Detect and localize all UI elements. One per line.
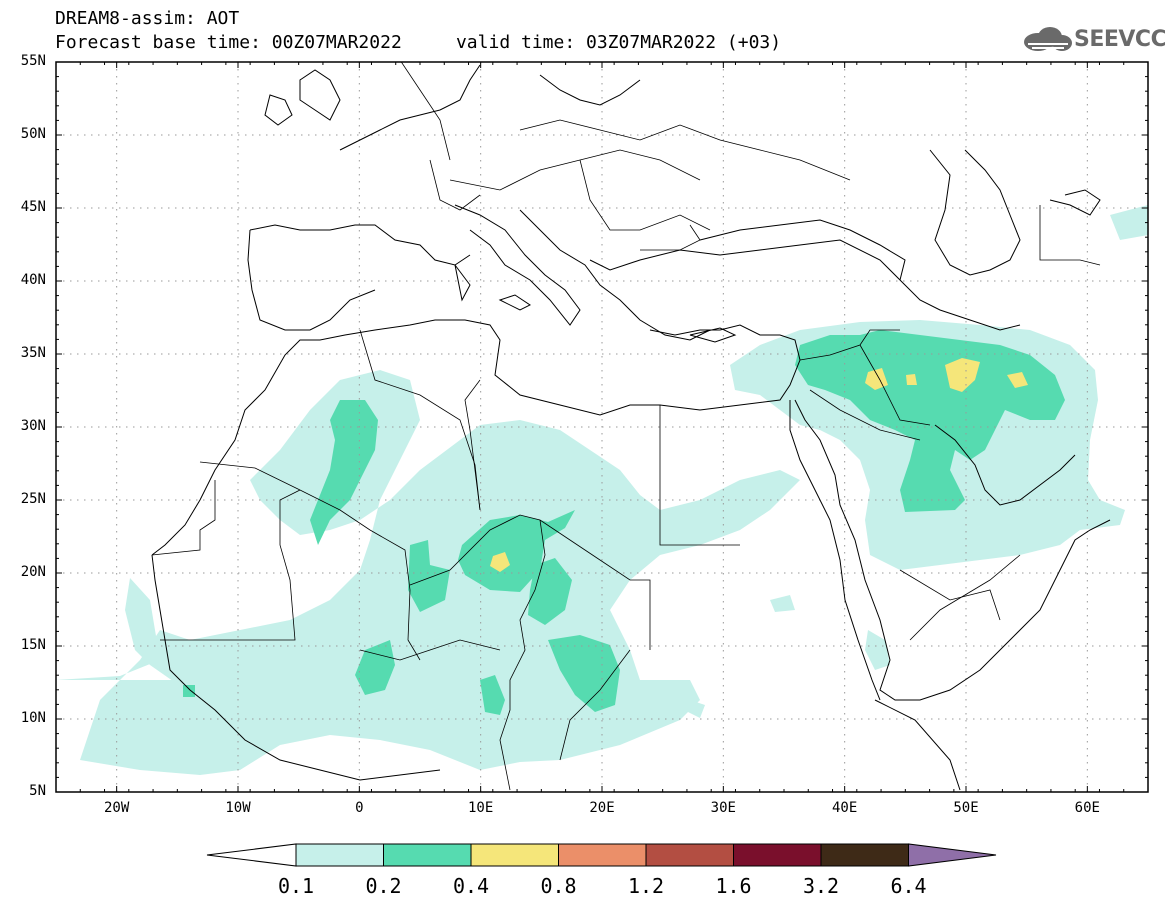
colorbar-label: 0.2	[365, 874, 402, 898]
lat-label: 5N	[29, 783, 46, 799]
lon-label: 20E	[589, 800, 615, 816]
lon-label: 50E	[953, 800, 979, 816]
colorbar-swatch	[645, 843, 734, 867]
colorbar-label: 6.4	[890, 874, 927, 898]
lat-label: 55N	[20, 53, 46, 69]
lon-label: 10E	[468, 800, 494, 816]
colorbar-swatch	[558, 843, 647, 867]
lat-label: 25N	[20, 491, 46, 507]
colorbar-low-arrow	[206, 843, 297, 867]
lat-label: 50N	[20, 126, 46, 142]
lon-label: 30E	[710, 800, 736, 816]
colorbar	[206, 843, 997, 867]
colorbar-label: 3.2	[802, 874, 840, 898]
cloud-icon	[1024, 27, 1072, 51]
lat-label: 15N	[20, 637, 46, 653]
grid-lines	[56, 62, 1148, 792]
colorbar-swatch	[470, 843, 559, 867]
logo-text: SEEVCCC	[1074, 27, 1165, 52]
country-borders	[151, 62, 1101, 791]
colorbar-label: 0.4	[452, 874, 490, 898]
lon-label: 10W	[225, 800, 251, 816]
aot-level-2-areas	[183, 330, 1065, 715]
lat-label: 35N	[20, 345, 46, 361]
lon-label: 60E	[1074, 800, 1100, 816]
lon-label: 40E	[832, 800, 858, 816]
lat-label: 45N	[20, 199, 46, 215]
map-title: DREAM8-assim: AOT	[55, 8, 240, 29]
colorbar-label: 1.6	[715, 874, 752, 898]
lat-label: 10N	[20, 710, 46, 726]
colorbar-label: 1.2	[627, 874, 665, 898]
axis-ticks	[55, 61, 1149, 793]
lat-label: 20N	[20, 564, 46, 580]
forecast-time-label: Forecast base time: 00Z07MAR2022 valid t…	[55, 32, 782, 53]
lon-label: 0	[355, 800, 364, 816]
lat-label: 30N	[20, 418, 46, 434]
aot-level-3-areas	[490, 358, 1028, 572]
colorbar-label: 0.1	[277, 874, 315, 898]
lon-label: 20W	[104, 800, 130, 816]
lat-label: 40N	[20, 272, 46, 288]
colorbar-swatch	[733, 843, 822, 867]
colorbar-label: 0.8	[540, 874, 577, 898]
colorbar-swatch	[383, 843, 472, 867]
colorbar-swatch	[820, 843, 909, 867]
colorbar-high-arrow	[908, 843, 997, 867]
colorbar-swatch	[295, 843, 384, 867]
coastlines	[151, 64, 1111, 791]
